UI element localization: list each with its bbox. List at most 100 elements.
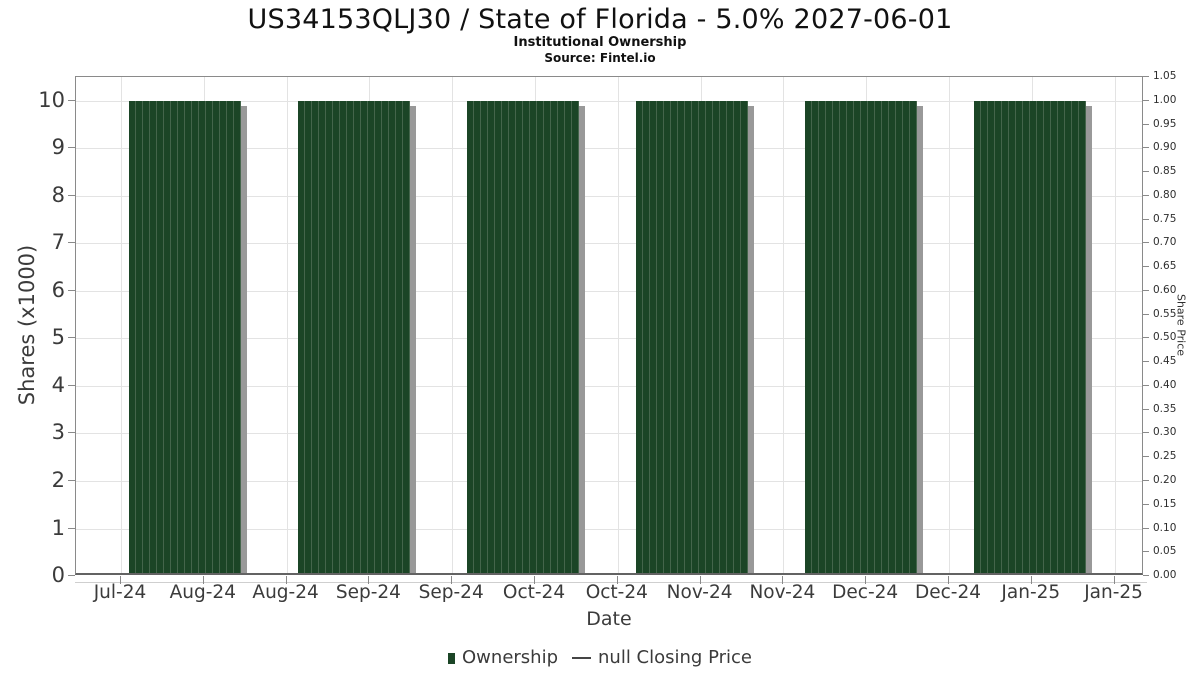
y-tick-label-right: 0.10	[1153, 521, 1177, 534]
x-tick-mark	[616, 576, 618, 584]
x-tick-label: Oct-24	[585, 582, 648, 603]
y-tick-label-left: 9	[51, 135, 65, 160]
y-tick-label-right: 0.70	[1153, 236, 1177, 249]
chart-subtitle: Institutional Ownership	[513, 35, 687, 50]
y-tick-mark-left	[68, 194, 75, 196]
y-tick-label-right: 0.25	[1153, 450, 1177, 463]
y-tick-mark-right	[1143, 575, 1149, 576]
y-tick-mark-left	[68, 289, 75, 291]
y-tick-label-right: 1.05	[1153, 70, 1177, 82]
x-tick-label: Dec-24	[832, 582, 899, 603]
ownership-bar[interactable]	[805, 100, 917, 573]
v-gridline	[949, 77, 950, 573]
x-tick-mark	[120, 576, 121, 584]
y-tick-label-left: 10	[38, 87, 65, 112]
x-tick-mark	[534, 576, 535, 584]
h-gridline	[76, 243, 1142, 245]
y-tick-mark-right	[1143, 432, 1149, 434]
h-gridline	[76, 481, 1142, 482]
y-axis-label-share-price: Share Price	[1174, 293, 1188, 357]
y-tick-mark-left	[68, 147, 75, 149]
plot-canvas	[76, 77, 1142, 573]
y-tick-label-right: 0.60	[1153, 283, 1177, 296]
y-tick-mark-right	[1143, 337, 1149, 339]
y-tick-label-right: 0.35	[1153, 402, 1177, 415]
x-tick-mark	[285, 576, 287, 584]
h-gridline	[76, 100, 1142, 102]
y-tick-label-right: 0.40	[1153, 378, 1177, 391]
y-tick-mark-right	[1143, 384, 1149, 386]
chart-title: US34153QLJ30 / State of Florida - 5.0% 2…	[247, 4, 953, 35]
y-tick-mark-right	[1143, 289, 1149, 291]
y-tick-mark-right	[1143, 171, 1149, 172]
y-tick-label-left: 0	[51, 563, 65, 587]
y-tick-label-right: 0.95	[1153, 117, 1177, 130]
y-tick-label-right: 0.05	[1153, 545, 1177, 558]
legend-label: null Closing Price	[598, 647, 752, 668]
y-tick-label-right: 0.00	[1153, 569, 1177, 581]
ownership-bar[interactable]	[298, 100, 410, 573]
h-gridline	[76, 385, 1142, 387]
v-gridline	[1114, 77, 1116, 573]
x-tick-label: Nov-24	[666, 582, 733, 603]
h-gridline	[76, 433, 1142, 435]
x-tick-label: Jul-24	[93, 582, 147, 603]
ownership-bar[interactable]	[636, 100, 748, 573]
v-gridline	[121, 77, 122, 573]
ownership-bar[interactable]	[974, 100, 1086, 573]
y-tick-mark-left	[68, 432, 75, 434]
x-tick-label: Aug-24	[169, 582, 236, 603]
x-tick-label: Oct-24	[502, 582, 566, 603]
y-tick-mark-right	[1143, 242, 1149, 244]
x-tick-mark	[948, 576, 949, 584]
y-tick-mark-right	[1143, 123, 1149, 125]
y-tick-label-left: 1	[51, 515, 65, 540]
v-gridline	[783, 77, 785, 573]
legend-item-ownership[interactable]: Ownership	[448, 649, 558, 667]
y-tick-mark-right	[1143, 194, 1149, 196]
y-tick-mark-left	[68, 99, 75, 101]
x-tick-mark	[368, 576, 370, 584]
y-tick-label-right: 0.55	[1153, 307, 1177, 320]
chart-source: Source: Fintel.io	[544, 51, 656, 65]
y-tick-label-right: 1.00	[1153, 93, 1177, 106]
y-tick-mark-right	[1143, 456, 1149, 458]
y-tick-mark-left	[68, 242, 75, 244]
x-tick-mark	[865, 576, 867, 584]
ownership-bar[interactable]	[467, 100, 579, 573]
h-gridline	[76, 195, 1142, 197]
x-tick-label: Sep-24	[335, 582, 401, 603]
legend-square-marker-icon	[448, 652, 456, 664]
y-tick-label-left: 6	[51, 277, 65, 302]
ownership-bar[interactable]	[129, 100, 241, 573]
h-gridline	[76, 528, 1142, 530]
legend-label: Ownership	[462, 647, 559, 668]
y-tick-label-right: 0.65	[1153, 260, 1177, 273]
y-tick-label-right: 0.15	[1153, 497, 1177, 510]
legend-line-marker-icon	[572, 656, 592, 660]
y-tick-mark-right	[1143, 361, 1149, 363]
x-tick-mark	[451, 576, 453, 584]
x-tick-mark	[202, 576, 204, 584]
y-tick-label-right: 0.90	[1153, 141, 1177, 154]
y-tick-label-right: 0.45	[1153, 355, 1177, 368]
x-axis-title: Date	[586, 608, 632, 630]
x-tick-mark	[782, 576, 784, 584]
y-tick-mark-left	[68, 575, 75, 576]
v-gridline	[617, 77, 619, 573]
y-tick-label-left: 3	[51, 420, 65, 445]
x-tick-label: Sep-24	[418, 582, 484, 603]
y-tick-label-left: 5	[51, 325, 65, 350]
x-tick-mark	[1113, 576, 1115, 584]
y-tick-mark-right	[1143, 313, 1149, 315]
v-gridline	[452, 77, 454, 573]
x-tick-label: Jan-25	[1001, 582, 1061, 603]
y-tick-mark-left	[68, 384, 75, 386]
y-tick-label-right: 0.20	[1153, 474, 1177, 486]
y-tick-mark-right	[1143, 76, 1149, 77]
legend-item-null-closing-price[interactable]: null Closing Price	[572, 649, 752, 667]
x-tick-label: Nov-24	[749, 582, 816, 603]
y-tick-mark-left	[68, 337, 75, 339]
y-tick-mark-right	[1143, 527, 1149, 529]
